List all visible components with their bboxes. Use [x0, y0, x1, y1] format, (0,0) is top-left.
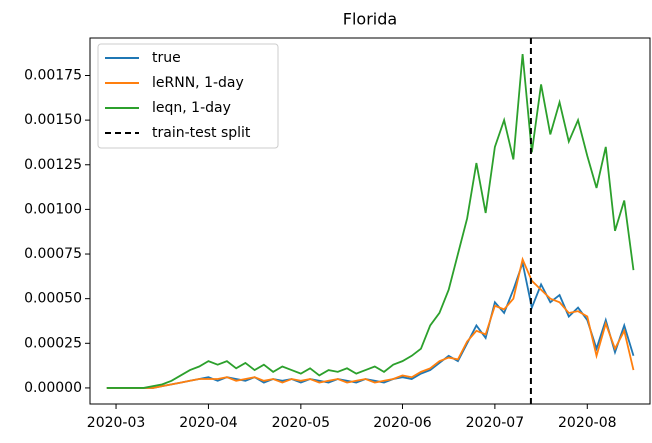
y-tick-label: 0.00000: [24, 380, 82, 396]
y-tick-label: 0.00125: [24, 157, 82, 173]
x-tick-label: 2020-06: [373, 415, 432, 431]
y-tick-label: 0.00025: [24, 335, 82, 351]
x-tick-label: 2020-08: [558, 415, 617, 431]
legend-label: leqn, 1-day: [152, 100, 231, 116]
y-tick-label: 0.00100: [24, 201, 82, 217]
legend-label: train-test split: [152, 125, 251, 141]
y-tick-label: 0.00075: [24, 246, 82, 262]
x-tick-label: 2020-05: [272, 415, 331, 431]
y-tick-label: 0.00175: [24, 67, 82, 83]
legend-label: true: [152, 50, 181, 66]
legend-box: [97, 43, 279, 149]
chart-title: Florida: [343, 10, 397, 29]
x-tick-label: 2020-04: [179, 415, 238, 431]
legend-label: leRNN, 1-day: [152, 75, 244, 91]
series-line: [106, 256, 635, 389]
series-line: [106, 53, 635, 389]
x-tick-label: 2020-03: [87, 415, 146, 431]
y-tick-label: 0.00150: [24, 112, 82, 128]
y-tick-label: 0.00050: [24, 291, 82, 307]
x-tick-label: 2020-07: [466, 415, 525, 431]
axes-frame: [89, 37, 651, 405]
